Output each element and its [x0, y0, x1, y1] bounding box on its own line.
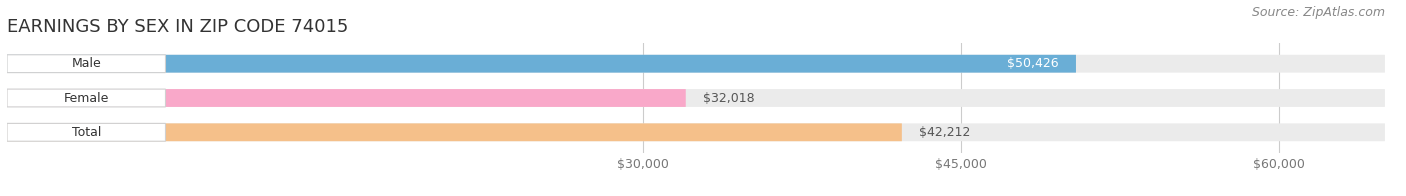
Text: $50,426: $50,426	[1007, 57, 1059, 70]
FancyBboxPatch shape	[7, 123, 901, 141]
Text: Male: Male	[72, 57, 101, 70]
FancyBboxPatch shape	[7, 123, 166, 141]
Text: Female: Female	[63, 92, 108, 104]
Text: EARNINGS BY SEX IN ZIP CODE 74015: EARNINGS BY SEX IN ZIP CODE 74015	[7, 18, 349, 36]
FancyBboxPatch shape	[7, 89, 166, 107]
Text: Source: ZipAtlas.com: Source: ZipAtlas.com	[1251, 6, 1385, 19]
Text: Total: Total	[72, 126, 101, 139]
FancyBboxPatch shape	[7, 55, 1385, 73]
FancyBboxPatch shape	[7, 89, 686, 107]
FancyBboxPatch shape	[7, 89, 1385, 107]
FancyBboxPatch shape	[7, 123, 1385, 141]
FancyBboxPatch shape	[7, 55, 1076, 73]
FancyBboxPatch shape	[7, 55, 166, 73]
Text: $32,018: $32,018	[703, 92, 755, 104]
Text: $42,212: $42,212	[918, 126, 970, 139]
